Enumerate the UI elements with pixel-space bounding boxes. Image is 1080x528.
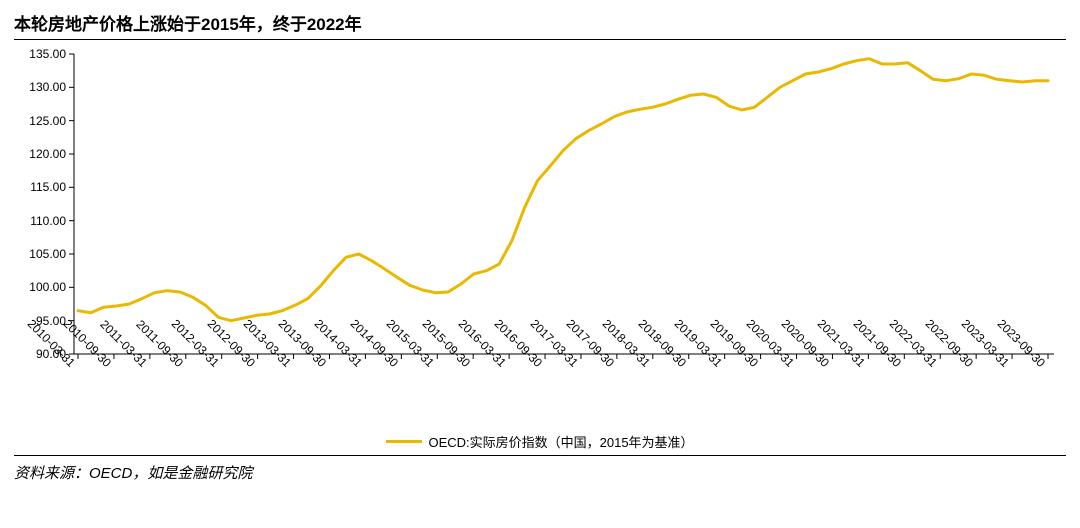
legend-swatch — [386, 440, 422, 443]
x-axis: 2010-03-312010-09-302011-03-312011-09-30… — [74, 360, 1054, 432]
y-tick-label: 100.00 — [29, 280, 66, 294]
y-tick-label: 115.00 — [30, 180, 66, 194]
source-text: 资料来源：OECD，如是金融研究院 — [14, 456, 1066, 483]
y-tick-label: 135.00 — [29, 47, 66, 61]
y-tick-label: 130.00 — [29, 80, 66, 94]
chart-title: 本轮房地产价格上涨始于2015年，终于2022年 — [14, 10, 1066, 39]
y-tick-label: 110.00 — [30, 214, 66, 228]
chart-container: 135.00 130.00 125.00 120.00 115.00 110.00 105.… — [14, 39, 1066, 456]
y-axis: 135.00 130.00 125.00 120.00 115.00 110.00 105.… — [18, 47, 66, 361]
legend-label: OECD:实际房价指数（中国，2015年为基准） — [428, 432, 693, 451]
y-tick-label: 120.00 — [29, 147, 66, 161]
line-chart: 135.00 130.00 125.00 120.00 115.00 110.00 105.… — [18, 50, 1058, 426]
plot-svg — [74, 54, 1054, 360]
y-tick-label: 125.00 — [29, 114, 66, 128]
y-tick-label: 105.00 — [29, 247, 66, 261]
series-line — [78, 59, 1048, 321]
